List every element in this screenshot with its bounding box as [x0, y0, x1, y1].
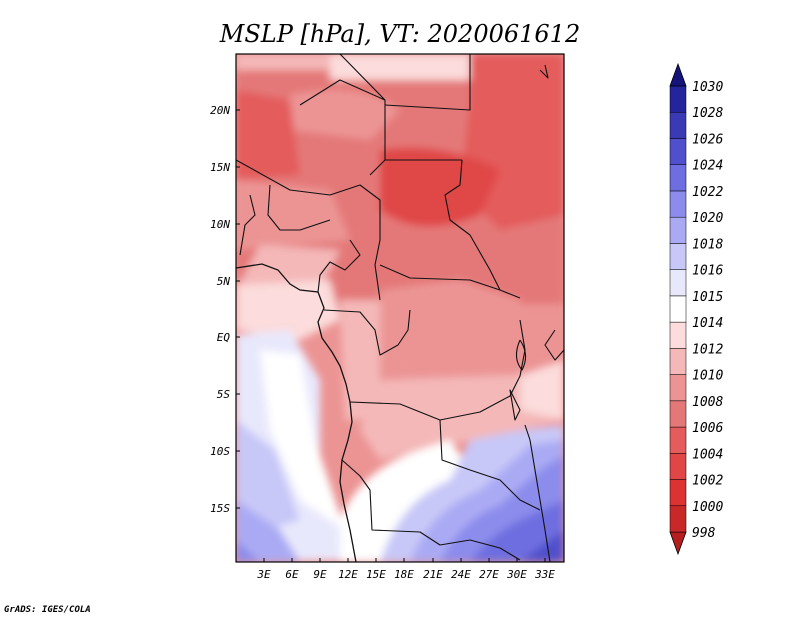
lon-tick-label: 24E	[451, 568, 471, 581]
colorbar-segment	[669, 453, 687, 480]
colorbar-segment	[669, 190, 687, 218]
lat-tick-label: 15S	[210, 502, 230, 515]
colorbar-label: 1014	[692, 316, 723, 331]
lon-tick-label: 9E	[313, 568, 327, 581]
country-borders	[236, 54, 564, 562]
colorbar-label: 1008	[692, 395, 723, 410]
colorbar-label: 1004	[692, 447, 723, 462]
latitude-axis: 20N 15N 10N 5N EQ 5S 10S 15S	[210, 104, 240, 515]
colorbar-segment	[669, 164, 687, 192]
mslp-field	[236, 54, 564, 562]
lon-tick-label: 12E	[338, 568, 358, 581]
colorbar-label: 998	[692, 526, 716, 541]
colorbar-low-triangle	[669, 531, 687, 556]
lat-tick-label: EQ	[217, 331, 231, 344]
colorbar-segment	[669, 243, 687, 270]
colorbar-label: 1018	[692, 237, 723, 252]
colorbar-segment	[669, 400, 687, 428]
colorbar-label: 1015	[692, 290, 723, 305]
colorbar-segment	[669, 426, 687, 454]
colorbar-segment	[669, 269, 687, 297]
colorbar-segment	[669, 348, 687, 375]
colorbar-segment	[669, 505, 687, 533]
colorbar-label: 1030	[692, 80, 723, 95]
colorbar-segment	[669, 479, 687, 507]
colorbar-label: 1028	[692, 106, 723, 121]
lon-tick-label: 30E	[506, 568, 527, 581]
colorbar-label: 1020	[692, 211, 723, 226]
colorbar-label: 1000	[692, 500, 723, 515]
colorbar-label: 1016	[692, 264, 723, 279]
colorbar-segment	[669, 374, 687, 402]
colorbar-segment	[669, 138, 687, 165]
lon-tick-label: 6E	[285, 568, 299, 581]
colorbar-segment	[669, 111, 687, 139]
lat-tick-label: 15N	[210, 161, 230, 174]
lat-tick-label: 5N	[217, 275, 231, 288]
colorbar: 998 1000 1002 1004 1006 1008 1010 1012 1014 1015 1…	[669, 62, 723, 556]
lat-tick-label: 10N	[210, 218, 230, 231]
colorbar-label: 1026	[692, 132, 723, 147]
colorbar-label: 1010	[692, 369, 723, 384]
lat-tick-label: 5S	[217, 388, 231, 401]
longitude-axis: 3E 6E 9E 12E 15E 18E 21E 24E 27E 30E 33E	[256, 558, 555, 581]
colorbar-label: 1022	[692, 185, 723, 200]
footer-credit: GrADS: IGES/COLA	[4, 605, 91, 615]
chart-title: MSLP [hPa], VT: 2020061612	[219, 20, 580, 48]
colorbar-label: 1006	[692, 421, 723, 436]
lon-tick-label: 3E	[256, 568, 271, 581]
lon-tick-label: 21E	[423, 568, 443, 581]
colorbar-segment	[669, 321, 687, 349]
lon-tick-label: 15E	[366, 568, 386, 581]
map-frame	[235, 53, 565, 563]
colorbar-segment	[669, 295, 687, 323]
colorbar-label: 1012	[692, 342, 723, 357]
lat-tick-label: 20N	[210, 104, 230, 117]
colorbar-label: 1024	[692, 159, 723, 174]
lon-tick-label: 18E	[394, 568, 414, 581]
lat-tick-label: 10S	[210, 445, 230, 458]
colorbar-label: 1002	[692, 474, 723, 489]
colorbar-segment	[669, 216, 687, 244]
colorbar-segment	[669, 85, 687, 113]
lon-tick-label: 33E	[534, 568, 555, 581]
colorbar-high-triangle	[669, 62, 687, 87]
lon-tick-label: 27E	[479, 568, 499, 581]
